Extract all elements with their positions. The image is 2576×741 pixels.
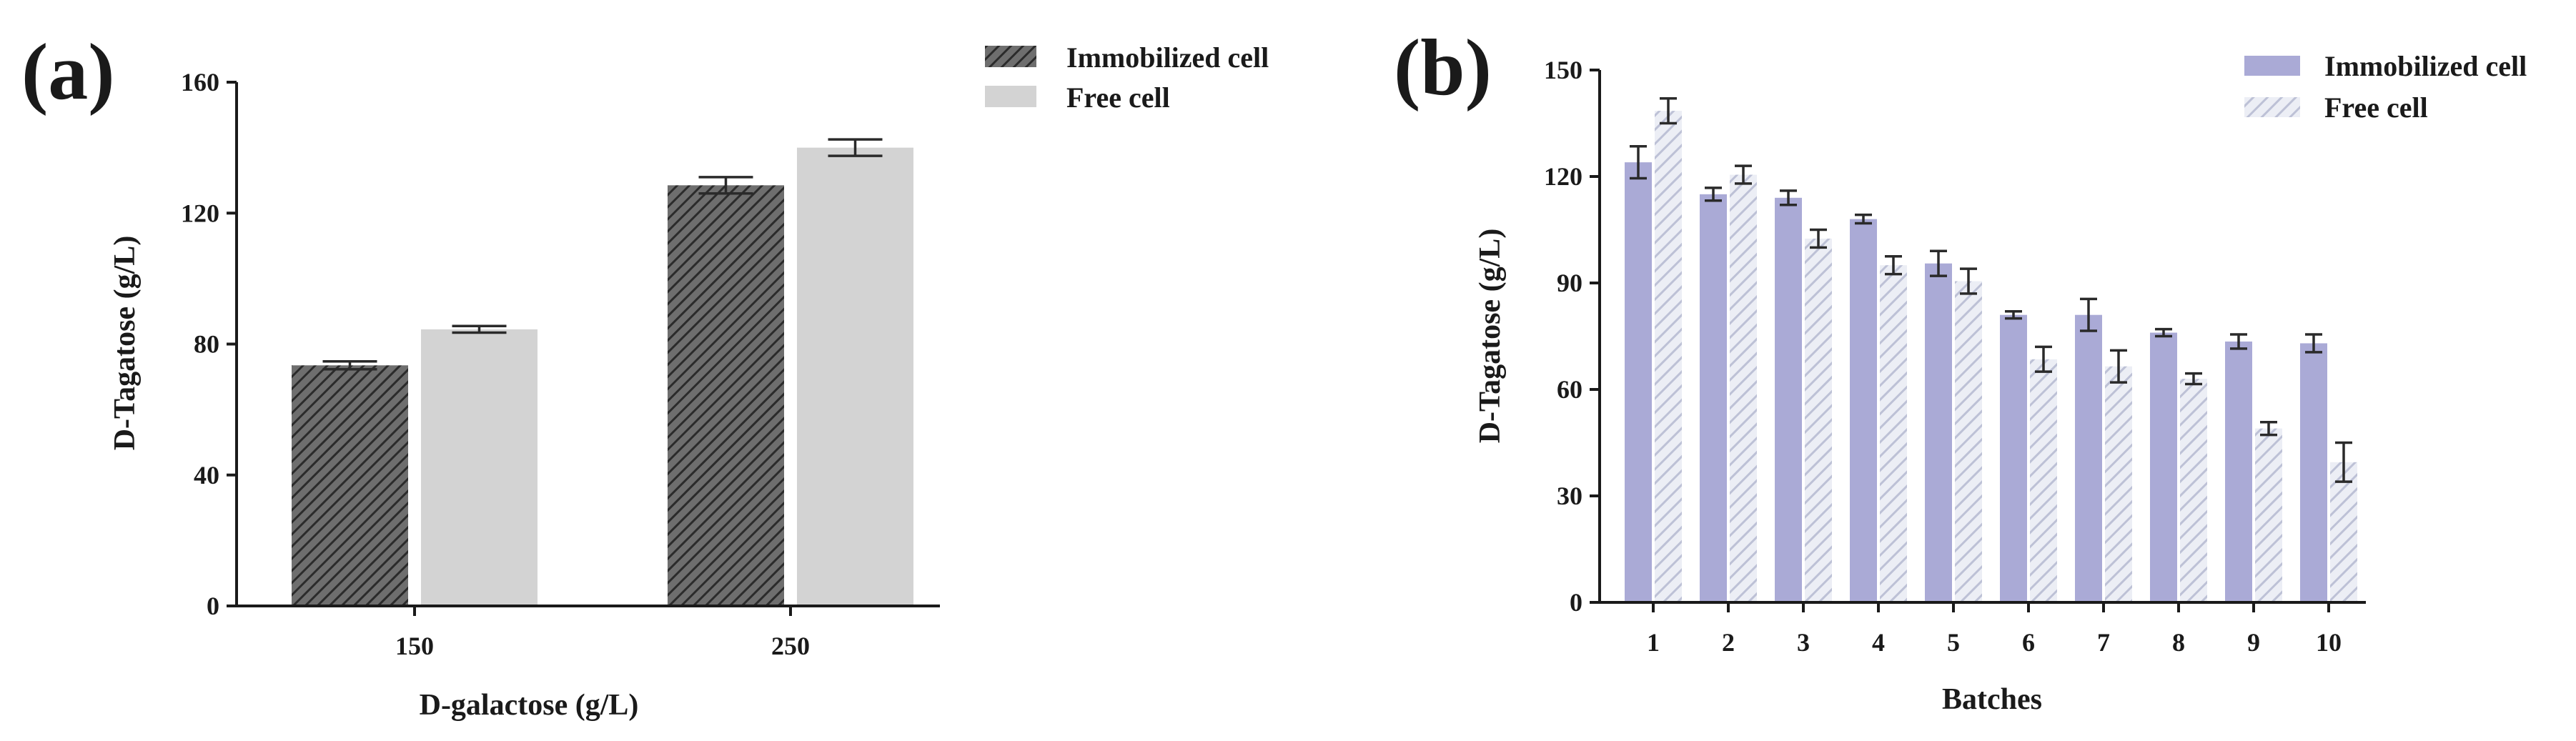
- error-bar: [322, 360, 377, 371]
- bar-free-cell: [1880, 265, 1907, 602]
- y-tick-label: 0: [207, 592, 219, 620]
- y-tick-label: 30: [1557, 482, 1582, 510]
- bar-immobilized-cell: [2075, 314, 2102, 602]
- bar-immobilized-cell: [2150, 332, 2177, 602]
- error-bar: [1780, 189, 1797, 207]
- panel-a-x-axis-title: D-galactose (g/L): [420, 689, 639, 722]
- error-bar: [2110, 349, 2127, 384]
- error-bar: [828, 138, 883, 157]
- x-tick-label: 8: [2172, 628, 2185, 657]
- legend-swatch-free-cell: [2244, 97, 2300, 117]
- legend-swatch-immobilized-cell: [985, 46, 1036, 67]
- bar-free-cell: [2330, 462, 2357, 602]
- bar-immobilized-cell: [2000, 314, 2027, 602]
- error-bar: [1960, 267, 1977, 295]
- x-tick-label: 7: [2097, 628, 2110, 657]
- error-bar: [2080, 297, 2097, 332]
- legend-swatch-immobilized-cell: [2244, 56, 2300, 76]
- bar-immobilized-cell: [292, 365, 408, 606]
- bar-free-cell: [2105, 366, 2132, 602]
- bar-free-cell: [1655, 111, 1682, 602]
- bar-free-cell: [1730, 174, 1757, 602]
- error-bar: [1810, 228, 1827, 249]
- y-tick-label: 0: [1570, 588, 1582, 617]
- error-bar: [2035, 345, 2052, 373]
- bar-free-cell: [2255, 428, 2282, 602]
- x-tick-label: 10: [2316, 628, 2342, 657]
- y-tick-label: 40: [194, 461, 219, 489]
- error-bar: [2305, 333, 2322, 354]
- panel-b-y-axis-title: D-Tagatose (g/L): [1474, 229, 1507, 444]
- x-tick-label: 6: [2022, 628, 2035, 657]
- panel-b-label: (b): [1394, 24, 1492, 112]
- bar-free-cell: [2180, 379, 2207, 602]
- panel-b-legend: Immobilized cell Free cell: [2244, 50, 2527, 124]
- error-bar: [2335, 441, 2352, 483]
- panel-a-label: (a): [21, 28, 115, 116]
- bar-immobilized-cell: [1850, 219, 1877, 603]
- y-tick-label: 90: [1557, 269, 1582, 297]
- error-bar: [1885, 255, 1902, 276]
- legend-label-immobilized-cell: Immobilized cell: [2324, 50, 2527, 82]
- y-tick-label: 60: [1557, 375, 1582, 404]
- error-bar: [2185, 372, 2202, 386]
- bar-immobilized-cell: [2300, 343, 2327, 602]
- x-tick-label: 4: [1872, 628, 1885, 657]
- error-bar: [698, 176, 753, 195]
- legend-swatch-free-cell: [985, 86, 1036, 107]
- error-bar: [1705, 187, 1722, 202]
- x-tick-label: 150: [395, 632, 434, 660]
- x-tick-label: 9: [2247, 628, 2260, 657]
- error-bar: [2005, 309, 2022, 320]
- error-bar: [1660, 96, 1677, 125]
- error-bar: [1855, 213, 1872, 225]
- y-tick-label: 150: [1544, 56, 1582, 84]
- panel-b-x-axis-title: Batches: [1942, 683, 2042, 716]
- error-bar: [1630, 145, 1647, 180]
- bar-immobilized-cell: [1775, 197, 1802, 602]
- bar-immobilized-cell: [1700, 194, 1727, 602]
- bar-free-cell: [1955, 281, 1982, 602]
- y-tick-label: 120: [181, 199, 219, 227]
- x-tick-label: 250: [771, 632, 810, 660]
- y-tick-label: 80: [194, 330, 219, 359]
- x-tick-label: 1: [1647, 628, 1660, 657]
- bar-immobilized-cell: [1925, 263, 1952, 602]
- bar-free-cell: [421, 329, 538, 606]
- error-bar: [2155, 327, 2172, 338]
- x-tick-label: 2: [1722, 628, 1735, 657]
- error-bar: [1735, 164, 1752, 185]
- bar-free-cell: [2030, 359, 2057, 602]
- x-tick-label: 5: [1947, 628, 1960, 657]
- bar-immobilized-cell: [668, 185, 784, 606]
- error-bar: [1930, 249, 1947, 277]
- panel-b: (b) 0 30 60 90 120 150 1 2 3 4 5 6 7 8 9 10 Batches D-…: [1394, 24, 2527, 716]
- legend-label-free-cell: Free cell: [1066, 81, 1170, 114]
- bar-immobilized-cell: [2225, 341, 2252, 602]
- panel-a: (a) 0 40 80 120 160 150 250 D-galactose (g/L)…: [21, 28, 1269, 722]
- bar-free-cell: [797, 147, 913, 606]
- legend-label-immobilized-cell: Immobilized cell: [1066, 41, 1269, 74]
- bar-immobilized-cell: [1625, 162, 1652, 603]
- error-bar: [452, 324, 507, 334]
- panel-a-y-axis-title: D-Tagatose (g/L): [109, 236, 142, 451]
- y-tick-label: 120: [1544, 162, 1582, 191]
- bar-free-cell: [1805, 238, 1832, 602]
- y-tick-label: 160: [181, 68, 219, 96]
- legend-label-free-cell: Free cell: [2324, 91, 2428, 124]
- panel-a-legend: Immobilized cell Free cell: [985, 41, 1269, 114]
- x-tick-label: 3: [1797, 628, 1810, 657]
- error-bar: [2230, 333, 2247, 350]
- error-bar: [2260, 420, 2277, 437]
